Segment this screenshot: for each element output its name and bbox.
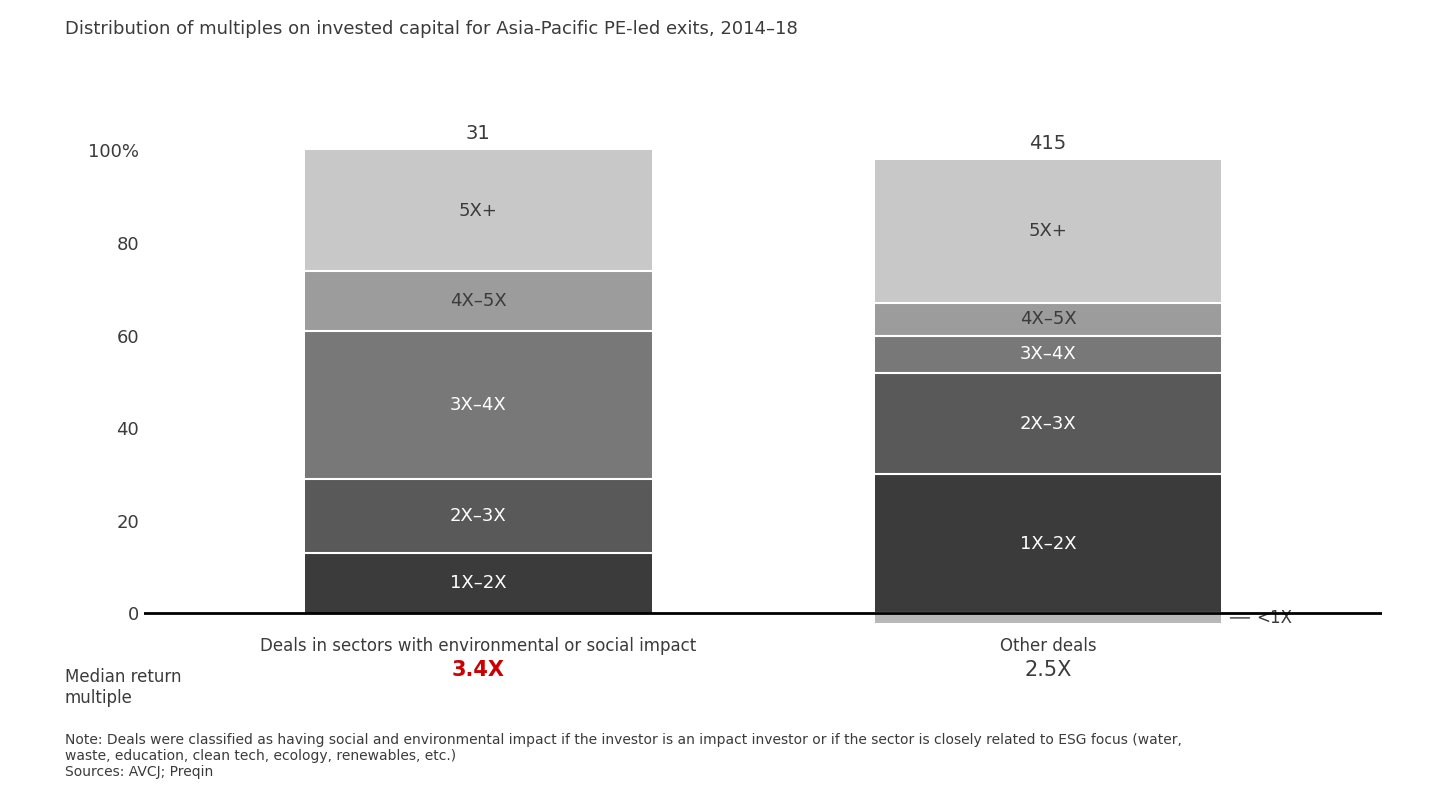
Text: 5X+: 5X+	[459, 202, 498, 220]
Bar	[874, 335, 1221, 373]
Text: 31: 31	[467, 125, 491, 143]
Text: Distribution of multiples on invested capital for Asia-Pacific PE-led exits, 201: Distribution of multiples on invested ca…	[65, 20, 798, 38]
Text: 4X–5X: 4X–5X	[1020, 310, 1077, 328]
Bar	[305, 553, 652, 613]
Bar	[874, 303, 1221, 335]
Bar	[874, 475, 1221, 613]
Bar	[874, 160, 1221, 303]
Text: 2X–3X: 2X–3X	[1020, 415, 1077, 433]
Text: 2.5X: 2.5X	[1024, 660, 1071, 680]
Bar	[305, 151, 652, 271]
Text: 1X–2X: 1X–2X	[1020, 535, 1076, 553]
Text: Median return
multiple: Median return multiple	[65, 668, 181, 707]
Text: 3X–4X: 3X–4X	[1020, 345, 1077, 363]
Text: 3X–4X: 3X–4X	[449, 396, 507, 414]
Text: 415: 415	[1030, 134, 1067, 153]
Text: <1X: <1X	[1256, 609, 1292, 627]
Text: Note: Deals were classified as having social and environmental impact if the inv: Note: Deals were classified as having so…	[65, 733, 1182, 779]
Text: 4X–5X: 4X–5X	[449, 292, 507, 310]
Bar	[874, 613, 1221, 623]
Bar	[305, 271, 652, 331]
Text: 3.4X: 3.4X	[452, 660, 505, 680]
Bar	[874, 373, 1221, 475]
Bar	[305, 331, 652, 479]
Bar	[305, 479, 652, 553]
Text: 5X+: 5X+	[1028, 223, 1067, 241]
Text: 1X–2X: 1X–2X	[451, 574, 507, 592]
Text: 2X–3X: 2X–3X	[449, 507, 507, 525]
